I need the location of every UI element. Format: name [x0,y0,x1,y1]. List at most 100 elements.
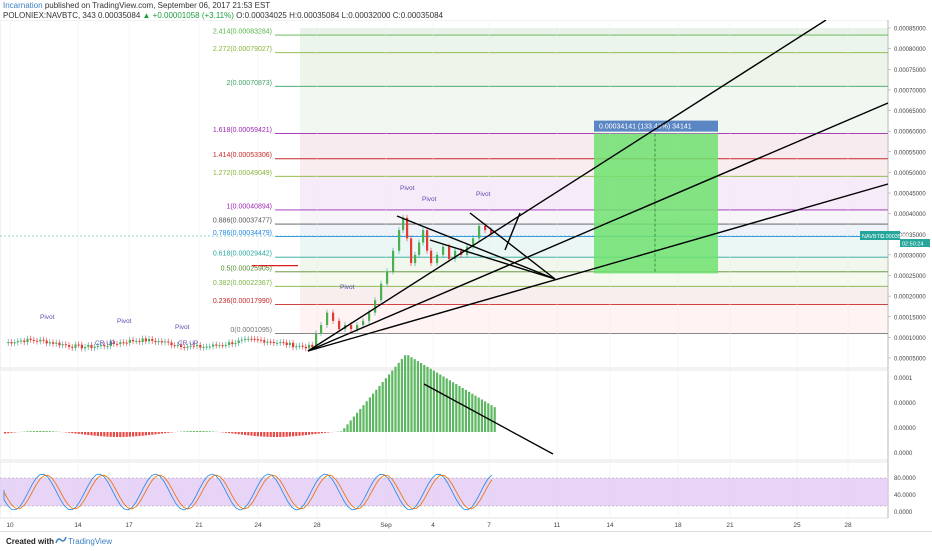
candle-body [81,345,83,349]
candle-body [402,218,404,230]
price-axis-label: 0.00055000 [894,150,926,156]
price-axis-label: 0.00070000 [894,88,926,94]
fib-label: 0.886(0.00037477) [213,218,272,225]
candle-body [202,347,204,348]
candle-body [276,343,278,344]
candle-body [122,342,124,343]
macd-bar [74,432,76,434]
candle-body [20,341,22,342]
macd-bar [468,392,470,432]
candle-body [298,346,300,347]
author-link[interactable]: Incarnation [3,1,43,10]
macd-bar [302,432,304,435]
macd-bar [298,432,300,436]
macd-bar [276,432,278,437]
candle-body [295,346,297,347]
macd-bar [49,431,51,432]
macd-bar [257,432,259,436]
candle-body [244,339,246,340]
fib-label: 2.414(0.00083284) [213,29,272,36]
time-axis-label: 21 [195,522,203,529]
macd-bar [356,413,358,432]
macd-bar [311,432,313,434]
price-axis-label: 0.00075000 [894,68,926,74]
ohlc-values: O:0.00034025 H:0.00035084 L:0.00032000 C… [236,11,443,20]
macd-bar [266,432,268,437]
macd-bar [436,373,438,432]
macd-bar [369,397,371,432]
macd-bar [148,432,150,435]
price-change: ▲ +0.00001058 (+3.11%) [143,11,234,20]
pivot-annotation: Pivot [400,185,415,192]
macd-bar [122,432,124,437]
macd-bar [446,378,448,432]
candle-body [241,340,243,341]
price-axis-label: 0.00030000 [894,253,926,259]
candle-body [398,230,400,251]
fib-label: 0(0.0001095) [230,327,272,334]
macd-bar [474,396,476,432]
macd-bar [487,403,489,432]
candle-body [90,345,92,348]
candle-body [42,340,44,341]
price-axis-label: 0.00050000 [894,171,926,177]
macd-bar [39,431,41,432]
time-axis-label: 24 [254,522,262,529]
macd-axis-label: 0.0001 [894,376,913,382]
candle-body [254,339,256,340]
candle-body [129,340,131,343]
fib-label: 0.382(0.00022367) [213,280,272,287]
candle-body [78,345,80,346]
macd-bar [142,432,144,436]
price-axis-label: 0.00040000 [894,212,926,218]
price-axis-label: 0.00085000 [894,27,926,33]
time-axis-label: Sep [380,522,392,529]
macd-bar [346,424,348,432]
candle-body [326,313,328,325]
macd-bar [414,359,416,432]
macd-bar [231,432,233,433]
fib-zone [300,53,888,87]
pivot-annotation: Pivot [175,324,190,331]
candle-body [87,345,89,347]
macd-bar [254,432,256,436]
tradingview-brand[interactable]: TradingView [68,537,112,546]
macd-bar [71,432,73,433]
macd-bar [46,431,48,432]
stoch-axis-label: 40.0000 [894,493,916,499]
price-axis-label: 0.00015000 [894,315,926,321]
price-axis-label: 0.00010000 [894,336,926,342]
macd-bar [145,432,147,435]
fib-zone [300,304,888,333]
macd-bar [241,432,243,435]
macd-bar [321,432,323,433]
candle-body [231,342,233,344]
macd-bar [314,432,316,434]
price-axis-label: 0.00060000 [894,130,926,136]
macd-bar [442,376,444,432]
candle-body [132,340,134,341]
candle-body [71,347,73,348]
macd-bar [462,388,464,432]
macd-bar [154,432,156,434]
macd-bar [234,432,236,434]
macd-bar [228,432,230,433]
candle-body [286,343,288,346]
candle-body [65,344,67,345]
footer: Created with TradingView [0,531,932,551]
macd-bar [129,432,131,437]
candle-body [338,321,340,329]
macd-bar [183,431,185,432]
macd-bar [119,432,121,437]
macd-bar [490,405,492,432]
macd-bar [199,431,201,432]
candle-body [247,339,249,340]
candle-body [7,342,9,343]
macd-bar [359,409,361,432]
pivot-annotation: CR UP [178,340,198,347]
price-chart[interactable]: 2.414(0.00083284)2.272(0.00079027)2(0.00… [0,20,932,531]
candle-body [374,300,376,312]
macd-bar [350,420,352,432]
chart-header: Incarnation published on TradingView.com… [0,0,932,20]
candle-body [151,339,153,341]
